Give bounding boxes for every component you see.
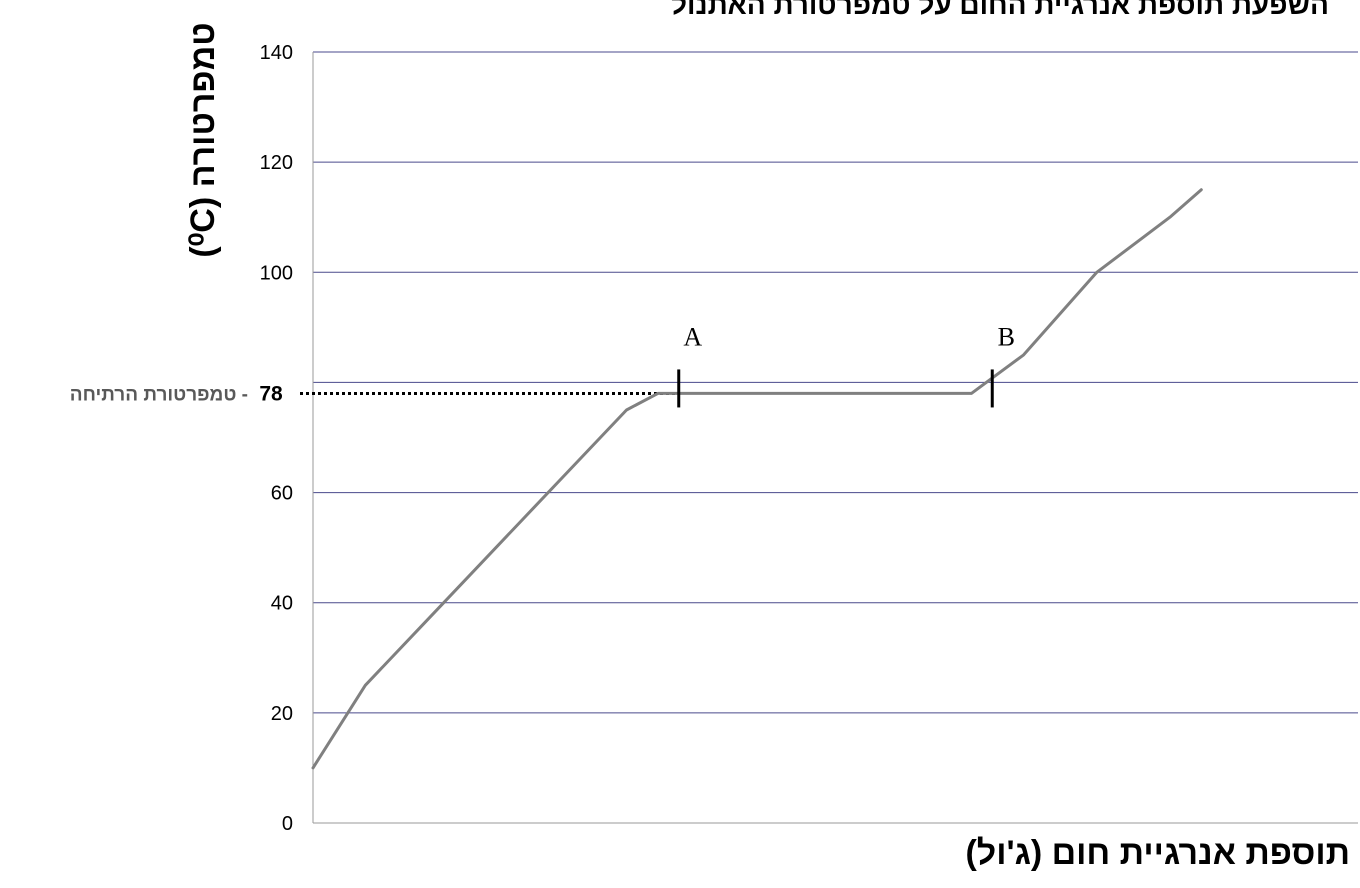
y-tick-labels: 0 20 40 60 100 120 140 [260, 42, 293, 835]
chart-title: השפעת תוספת אנרגיית החום על טמפרטורת האת… [671, 0, 1329, 20]
y-axis-label: טמפרטורה (⁰C) [184, 22, 222, 257]
series-line [311, 188, 1203, 770]
y-tick-label: 100 [260, 262, 293, 284]
y-tick-label: 120 [260, 152, 293, 174]
annotation-label: B [998, 322, 1015, 351]
y-tick-label: 0 [282, 813, 293, 835]
y-tick-label: 60 [271, 483, 293, 505]
y-tick-label: 140 [260, 42, 293, 64]
x-axis-label: תוספת אנרגיית חום (ג'ול) [965, 834, 1350, 872]
annotation-label: A [683, 322, 702, 351]
reference-label: - טמפרטורת הרתיחה [70, 384, 248, 405]
reference-line-group: 78 - טמפרטורת הרתיחה [70, 382, 679, 405]
axes [312, 52, 1358, 824]
reference-value: 78 [259, 382, 283, 405]
gridlines [313, 51, 1358, 714]
y-tick-label: 40 [271, 593, 293, 615]
series-group [311, 188, 1203, 770]
y-tick-label: 20 [271, 703, 293, 725]
